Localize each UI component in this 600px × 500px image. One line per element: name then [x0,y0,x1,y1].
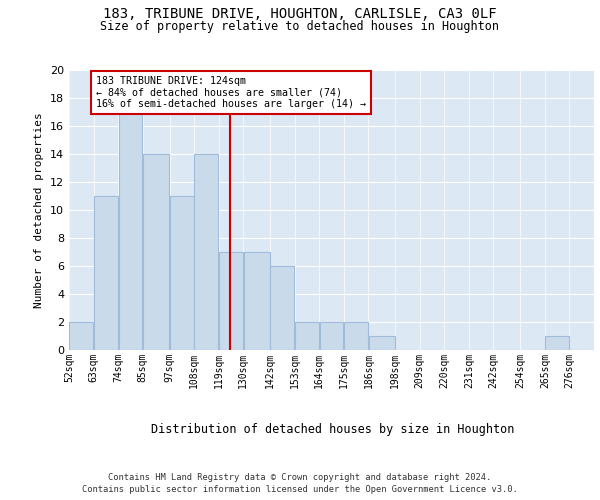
Bar [271,266,294,350]
Text: Contains HM Land Registry data © Crown copyright and database right 2024.: Contains HM Land Registry data © Crown c… [109,472,491,482]
Bar [244,252,269,350]
Text: Size of property relative to detached houses in Houghton: Size of property relative to detached ho… [101,20,499,33]
Text: Distribution of detached houses by size in Houghton: Distribution of detached houses by size … [151,422,515,436]
Bar [344,322,368,350]
Text: 183 TRIBUNE DRIVE: 124sqm
← 84% of detached houses are smaller (74)
16% of semi-: 183 TRIBUNE DRIVE: 124sqm ← 84% of detac… [96,76,366,109]
Y-axis label: Number of detached properties: Number of detached properties [34,112,44,308]
Bar [194,154,218,350]
Text: 183, TRIBUNE DRIVE, HOUGHTON, CARLISLE, CA3 0LF: 183, TRIBUNE DRIVE, HOUGHTON, CARLISLE, … [103,8,497,22]
Bar [170,196,194,350]
Bar [70,322,93,350]
Text: Contains public sector information licensed under the Open Government Licence v3: Contains public sector information licen… [82,485,518,494]
Bar [545,336,569,350]
Bar [143,154,169,350]
Bar [94,196,118,350]
Bar [119,112,142,350]
Bar [320,322,343,350]
Bar [219,252,243,350]
Bar [369,336,395,350]
Bar [295,322,319,350]
